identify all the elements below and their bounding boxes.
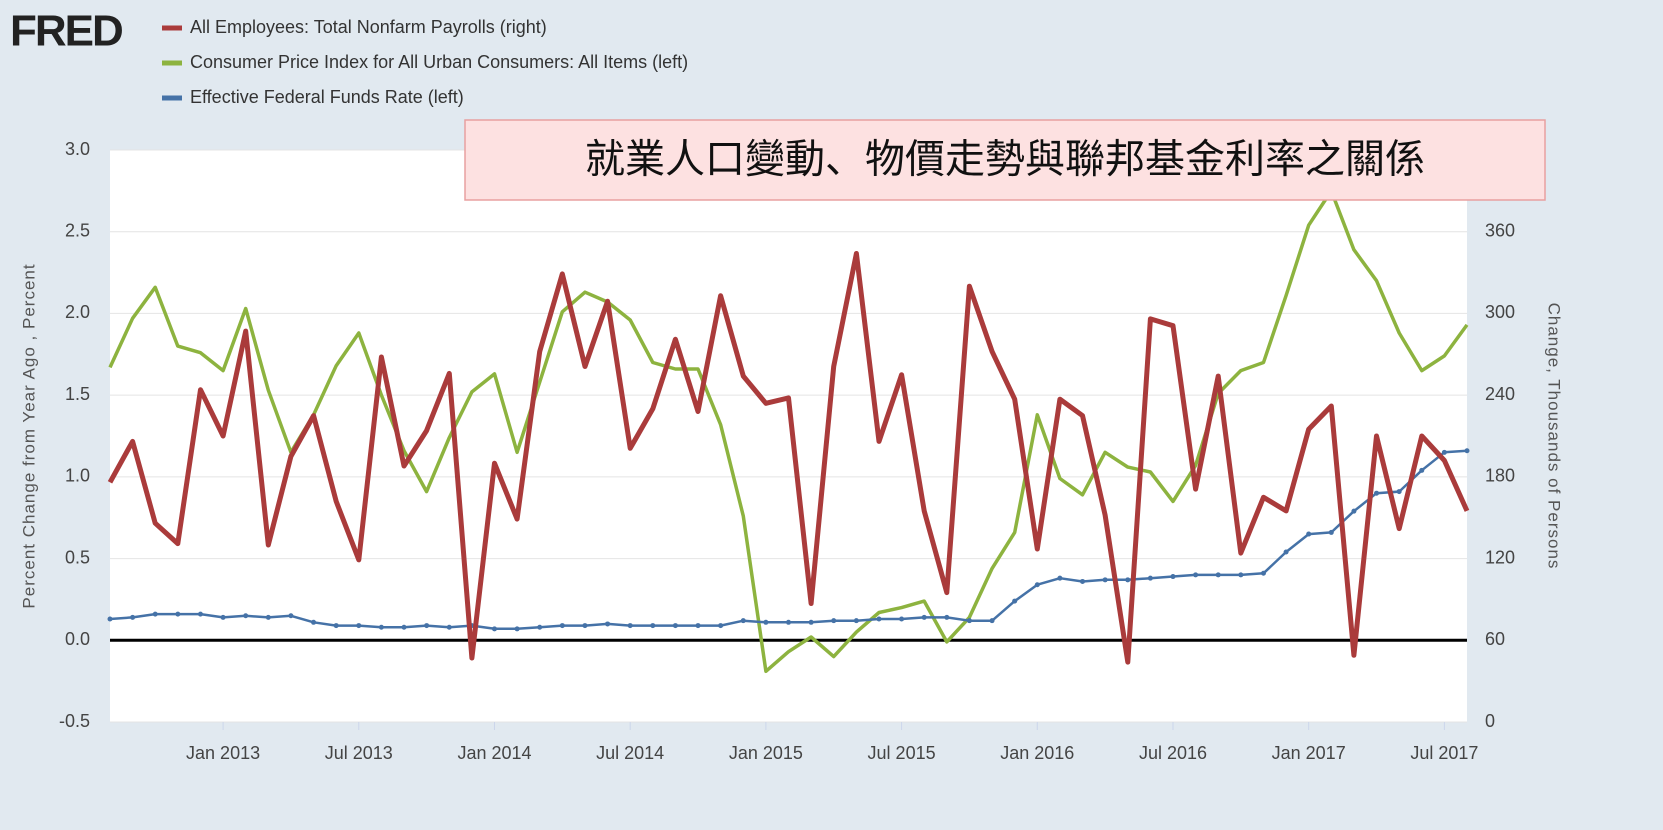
point [424, 623, 430, 629]
point [989, 618, 995, 624]
y-axis-label: Percent Change from Year Ago , Percent [19, 263, 38, 608]
x-tick-label: Jan 2017 [1272, 743, 1346, 763]
x-tick-label: Jul 2014 [596, 743, 664, 763]
point [491, 626, 497, 632]
point [695, 623, 701, 629]
point [1012, 598, 1018, 604]
annotation-box [464, 119, 1546, 201]
point [1193, 572, 1199, 578]
logo: FRED [10, 7, 122, 56]
point [401, 624, 407, 630]
point [1260, 570, 1266, 576]
series-line [108, 189, 1469, 674]
point [333, 623, 339, 629]
x-tick-label: Jul 2016 [1139, 743, 1207, 763]
x-tick-label: Jan 2015 [729, 743, 803, 763]
point [1125, 577, 1131, 583]
point [1419, 467, 1425, 473]
y2-axis-label: Change, Thousands of Persons [1545, 303, 1564, 570]
point [853, 618, 859, 624]
point [1102, 577, 1108, 583]
point [130, 614, 136, 620]
point [197, 611, 203, 617]
point [107, 616, 113, 622]
y-tick-label: 0.0 [65, 629, 90, 649]
point [1238, 572, 1244, 578]
y-tick-label: 1.5 [65, 384, 90, 404]
point [446, 624, 452, 630]
point [672, 623, 678, 629]
y2-tick-label: 300 [1485, 302, 1515, 322]
legend-label: All Employees: Total Nonfarm Payrolls (r… [190, 17, 547, 37]
point [1328, 529, 1334, 535]
point [944, 614, 950, 620]
point [311, 619, 317, 625]
y2-tick-label: 0 [1485, 711, 1495, 731]
y2-tick-label: 60 [1485, 629, 1505, 649]
annotation: 就業人口變動、物價走勢與聯邦基金利率之關係 [464, 119, 1546, 201]
point [808, 619, 814, 625]
y2-tick-label: 180 [1485, 466, 1515, 486]
annotation-text: 就業人口變動、物價走勢與聯邦基金利率之關係 [585, 138, 1425, 182]
y2-tick-label: 360 [1485, 220, 1515, 240]
series-line [107, 251, 1470, 665]
x-tick-label: Jan 2014 [457, 743, 531, 763]
x-tick-label: Jul 2013 [325, 743, 393, 763]
point [559, 623, 565, 629]
y2-tick-label: 240 [1485, 384, 1515, 404]
y-tick-label: 2.5 [65, 220, 90, 240]
point [1080, 578, 1086, 584]
y-tick-label: 2.0 [65, 302, 90, 322]
point [1374, 490, 1380, 496]
point [650, 623, 656, 629]
point [740, 618, 746, 624]
point [1396, 489, 1402, 495]
x-tick-label: Jul 2017 [1410, 743, 1478, 763]
point [288, 613, 294, 619]
point [220, 614, 226, 620]
point [537, 624, 543, 630]
point [514, 626, 520, 632]
y-tick-label: -0.5 [59, 711, 90, 731]
x-tick-label: Jan 2013 [186, 743, 260, 763]
point [1215, 572, 1221, 578]
point [921, 614, 927, 620]
point [356, 623, 362, 629]
point [786, 619, 791, 625]
point [265, 614, 271, 620]
y-tick-label: 1.0 [65, 466, 90, 486]
point [876, 616, 882, 622]
point [763, 619, 769, 625]
point [605, 621, 611, 627]
point [243, 613, 249, 619]
point [582, 623, 588, 629]
point [627, 623, 633, 629]
point [1147, 575, 1153, 581]
point [899, 616, 905, 622]
point [1283, 549, 1289, 555]
point [966, 618, 972, 624]
point [1306, 531, 1312, 537]
point [718, 623, 724, 629]
point [152, 611, 158, 617]
x-tick-label: Jan 2016 [1000, 743, 1074, 763]
point [175, 611, 181, 617]
point [1170, 574, 1176, 580]
point [831, 618, 837, 624]
point [1034, 582, 1040, 588]
y2-tick-label: 120 [1485, 547, 1515, 567]
plot-area [110, 150, 1467, 722]
legend-label: Consumer Price Index for All Urban Consu… [190, 52, 688, 72]
legend-label: Effective Federal Funds Rate (left) [190, 87, 464, 107]
y-tick-label: 0.5 [65, 547, 90, 567]
point [1464, 448, 1470, 454]
point [1351, 508, 1357, 514]
point [378, 624, 384, 630]
x-tick-label: Jul 2015 [868, 743, 936, 763]
point [1441, 449, 1447, 455]
point [1057, 575, 1063, 581]
y-tick-label: 3.0 [65, 139, 90, 159]
